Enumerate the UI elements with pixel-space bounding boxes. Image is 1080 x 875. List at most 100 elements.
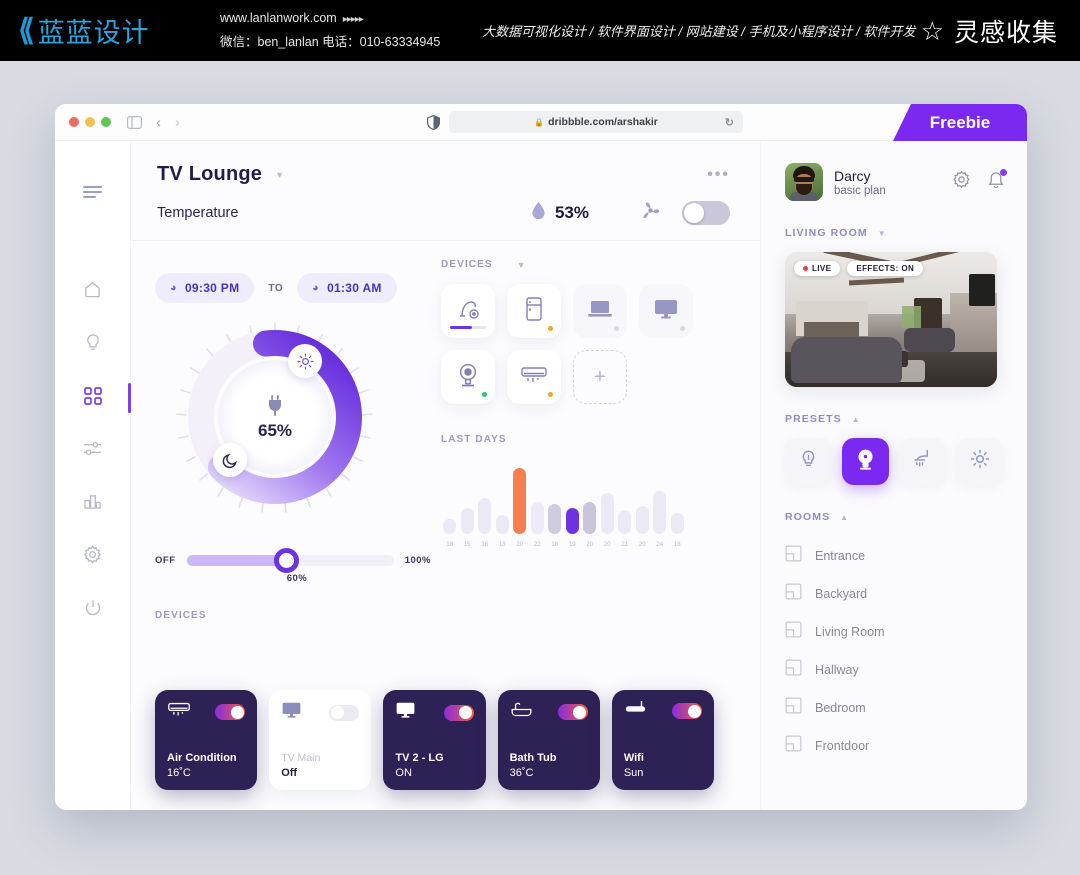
camera-feed[interactable]: LIVE EFFECTS: ON [785,252,997,387]
chart-bar [618,510,632,534]
room-icon [785,735,802,757]
menu-icon[interactable] [73,172,113,212]
device-name: Air Condition [167,752,237,764]
gear-icon[interactable] [952,170,971,194]
device-card[interactable]: Bath Tub 36˚C [497,690,600,790]
chevron-up-icon[interactable]: ▲ [851,414,860,424]
user-plan: basic plan [834,184,886,197]
back-icon[interactable]: ‹ [156,113,161,131]
browser-window: ‹ › 🔒 dribbble.com/arshakir ↻ Freebie [55,104,1027,810]
chevron-up-icon[interactable]: ▲ [840,512,849,522]
chart-bar-column [599,493,617,534]
device-toggle[interactable] [443,704,474,721]
sun-icon[interactable] [288,344,322,378]
device-tile-fridge[interactable] [507,284,561,338]
room-list-item[interactable]: Backyard [785,575,1005,613]
schedule-to-chip[interactable]: ◕ 01:30 AM [297,273,397,303]
add-device-button[interactable]: + [573,350,627,404]
minimize-icon[interactable] [85,117,95,127]
chart-bar-column [494,515,512,534]
presets-header[interactable]: PRESETS ▲ [785,413,1005,425]
chart-bar-column [651,491,669,534]
live-badge-label: LIVE [812,264,832,273]
room-list-item[interactable]: Bedroom [785,689,1005,727]
room-list-item[interactable]: Entrance [785,537,1005,575]
room-list-item[interactable]: Hallway [785,651,1005,689]
sidebar-item-settings[interactable] [73,537,113,577]
status-pip [680,326,685,331]
brightness-slider[interactable]: OFF 100% [155,548,431,573]
banner-contact-line: 微信：ben_lanlan 电话：010-63334945 [220,34,441,49]
user-row[interactable]: Darcy basic plan [785,163,1007,201]
maximize-icon[interactable] [101,117,111,127]
reload-icon[interactable]: ↻ [724,116,734,129]
living-room-header[interactable]: LIVING ROOM ▼ [785,227,1005,239]
preset-camera[interactable] [842,438,889,485]
rooms-header[interactable]: ROOMS ▲ [785,511,1005,523]
device-card[interactable]: TV 2 - LG ON [383,690,486,790]
close-icon[interactable] [69,117,79,127]
sidebar-item-controls[interactable] [73,431,113,471]
toggle-knob [459,706,473,719]
bell-icon[interactable] [987,169,1007,194]
schedule-row: ◕ 09:30 PM TO ◕ 01:30 AM [155,273,431,303]
device-toggle[interactable] [557,704,588,720]
preset-sun[interactable] [956,438,1003,485]
devices-grid-header: DEVICES ▼ [441,259,734,270]
preset-shower[interactable] [899,438,946,485]
sidebar-item-stats[interactable] [73,484,113,524]
device-tile-camera[interactable] [441,350,495,404]
sidebar-item-devices[interactable] [73,378,131,418]
room-list-item[interactable]: Frontdoor [785,727,1005,765]
device-tile-ac[interactable] [507,350,561,404]
moon-icon[interactable] [213,443,247,477]
bottom-devices-title: DEVICES [155,610,207,621]
banner-website: www.lanlanwork.com [220,11,337,26]
brand-logo: ⟪ 蓝蓝设计 [18,11,208,50]
temperature-dial[interactable]: 65% [150,317,400,529]
chevron-down-icon[interactable]: ▼ [275,169,285,180]
url-bar[interactable]: 🔒 dribbble.com/arshakir ↻ [449,111,743,133]
panel-header: TV Lounge ▼ ••• Temperature 53% [131,141,760,241]
slider-thumb[interactable] [273,548,299,573]
sidebar-toggle-icon[interactable] [127,115,142,129]
banner-nav: 大数据可视化设计 / 软件界面设计 / 网站建设 / 手机及小程序设计 / 软件… [482,24,916,39]
sidebar-item-power[interactable] [73,590,113,630]
arrows-icon: ▸▸▸▸▸ [342,14,364,26]
preset-bulb[interactable] [785,438,832,485]
shield-icon[interactable] [427,114,440,135]
device-toggle[interactable] [215,704,246,720]
device-card[interactable]: Air Condition 16˚C [155,690,258,790]
device-tile-laptop[interactable] [573,284,627,338]
device-toggle[interactable] [329,704,360,721]
device-toggle[interactable] [672,703,703,719]
camera-icon [855,448,876,476]
clock-icon: ◕ [170,282,177,294]
chart-bar-column [529,502,547,534]
slider-value-label: 60% [286,573,308,584]
forward-icon[interactable]: › [175,113,180,131]
sidebar-item-lights[interactable] [73,325,113,365]
presets-row [785,438,1005,485]
toggle-knob [330,706,344,719]
fan-toggle[interactable] [682,201,730,225]
freebie-ribbon: Freebie [893,104,1027,141]
home-icon [83,280,102,304]
room-list-item[interactable]: Living Room [785,613,1005,651]
chart-bar-column [581,502,599,534]
panel-subtitle: Temperature [157,205,239,221]
chevron-down-icon[interactable]: ▼ [877,228,886,238]
more-dots-icon[interactable]: ••• [707,165,730,183]
device-card[interactable]: Wifi Sun [611,690,715,790]
device-card[interactable]: TV Main Off [269,690,372,790]
window-controls[interactable] [69,117,111,127]
schedule-from-chip[interactable]: ◕ 09:30 PM [155,273,255,303]
ac-icon [520,365,548,390]
device-tile-monitor[interactable] [639,284,693,338]
chevron-down-icon[interactable]: ▼ [516,259,526,270]
bottom-devices-section: DEVICES [155,610,431,621]
slider-track[interactable] [186,548,394,573]
avatar[interactable] [785,163,823,201]
device-tile-vacuum[interactable] [441,284,495,338]
sidebar-item-home[interactable] [73,272,113,312]
